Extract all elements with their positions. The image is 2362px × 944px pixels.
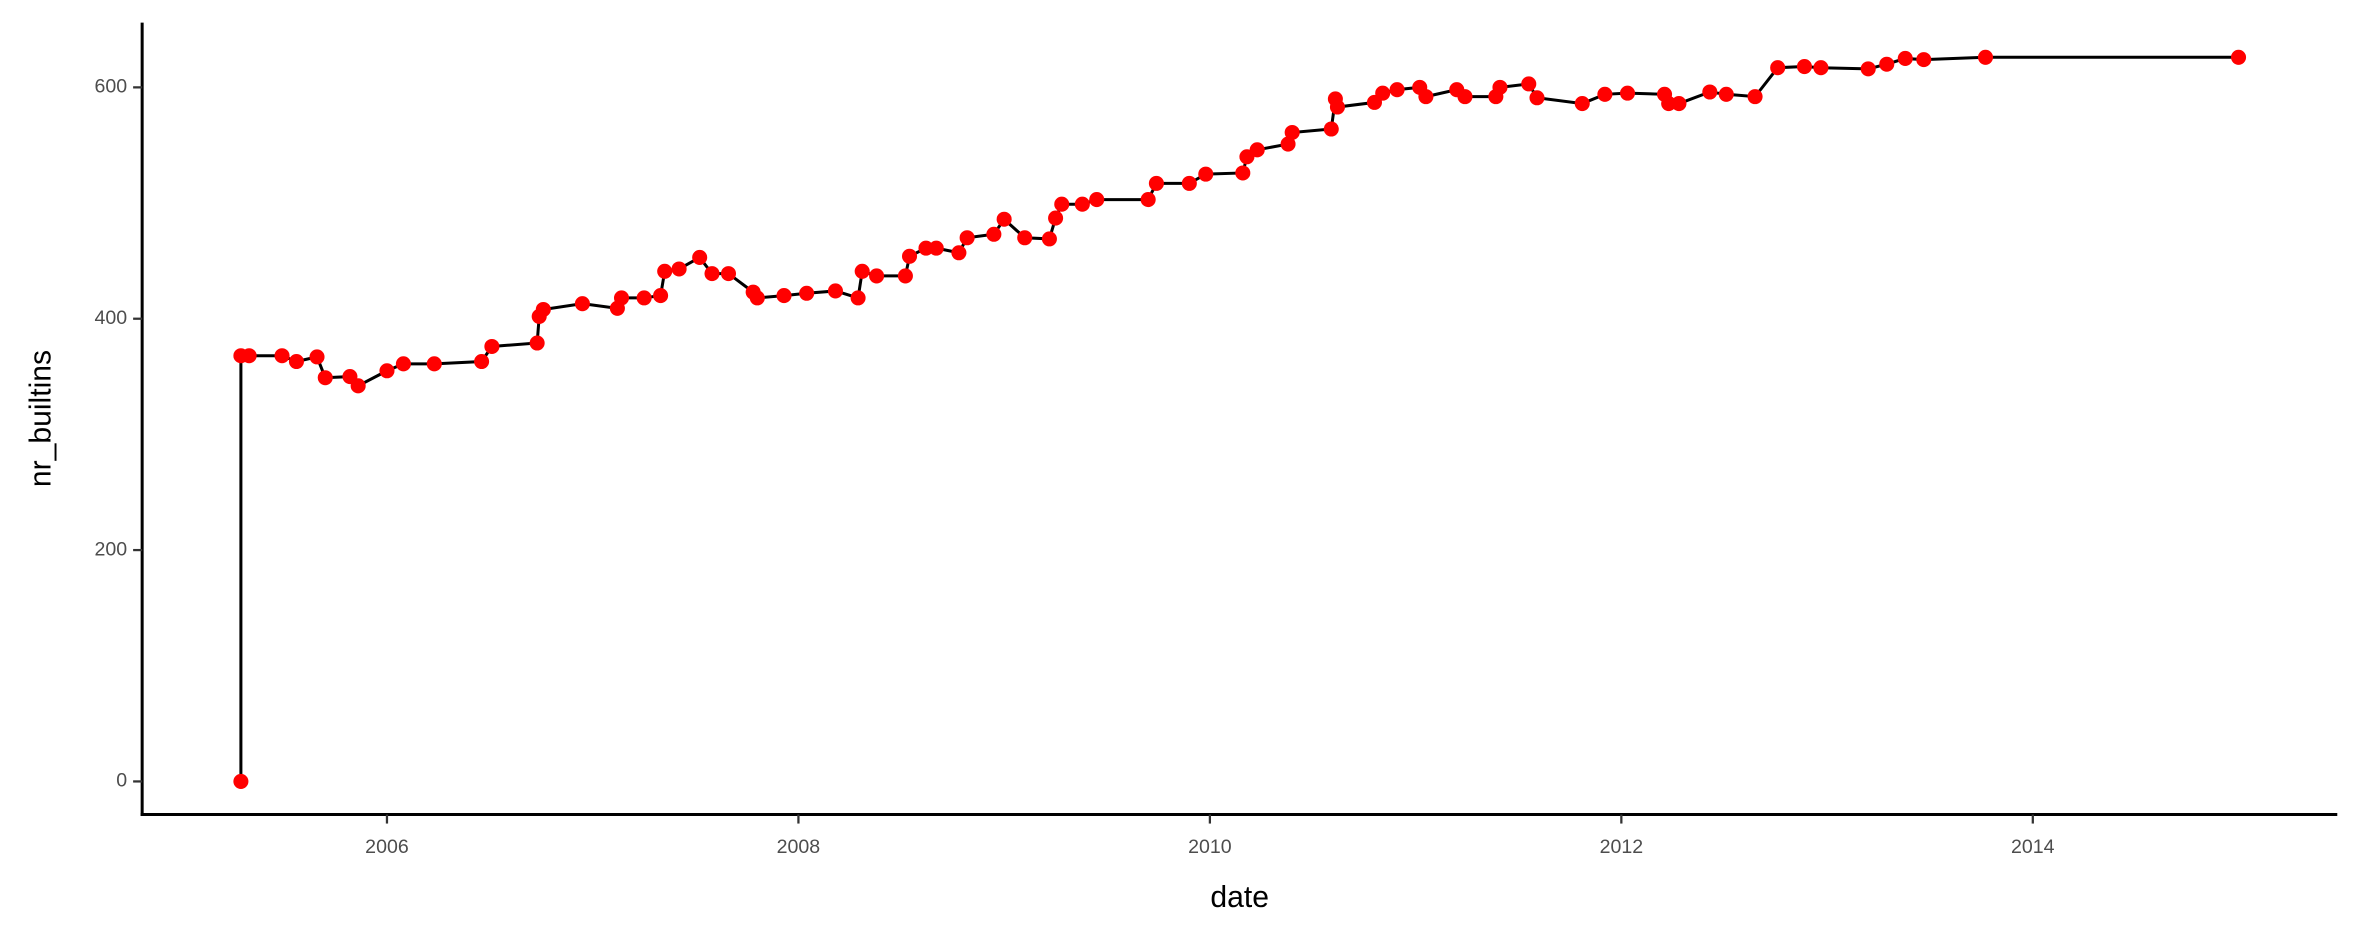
point bbox=[1041, 231, 1057, 247]
point bbox=[574, 296, 590, 312]
point bbox=[1418, 89, 1434, 105]
point bbox=[1897, 50, 1913, 66]
point bbox=[692, 249, 708, 265]
point bbox=[309, 349, 325, 365]
point bbox=[749, 290, 765, 306]
point bbox=[1148, 175, 1164, 191]
point bbox=[1457, 89, 1473, 105]
point bbox=[484, 338, 500, 355]
x-tick-label: 2010 bbox=[1188, 836, 1232, 858]
point bbox=[1054, 196, 1070, 212]
point bbox=[1140, 192, 1156, 208]
point bbox=[1597, 86, 1613, 102]
point bbox=[1074, 196, 1090, 212]
point bbox=[986, 226, 1002, 242]
point bbox=[918, 240, 934, 256]
point bbox=[1048, 210, 1064, 226]
x-tick-label: 2014 bbox=[2011, 836, 2055, 858]
point bbox=[1916, 52, 1932, 68]
point bbox=[241, 348, 257, 364]
point bbox=[1249, 142, 1265, 158]
point bbox=[951, 245, 967, 261]
point bbox=[653, 288, 669, 304]
point bbox=[854, 263, 870, 279]
point bbox=[1521, 76, 1537, 92]
point bbox=[869, 268, 885, 284]
point bbox=[426, 356, 442, 372]
point bbox=[720, 266, 737, 282]
point bbox=[1747, 89, 1763, 105]
point bbox=[850, 290, 866, 306]
point bbox=[1671, 96, 1687, 112]
point bbox=[1089, 192, 1105, 208]
x-axis-title: date bbox=[1210, 881, 1269, 914]
point bbox=[1813, 60, 1829, 76]
point bbox=[233, 773, 249, 789]
point bbox=[1235, 165, 1251, 181]
point bbox=[1619, 85, 1636, 101]
point bbox=[827, 283, 843, 299]
point bbox=[379, 363, 395, 379]
point bbox=[613, 290, 630, 306]
point bbox=[1529, 90, 1545, 106]
y-tick-label: 0 bbox=[116, 770, 127, 792]
x-tick-label: 2006 bbox=[365, 836, 409, 858]
y-tick-label: 200 bbox=[94, 538, 127, 560]
point bbox=[1770, 60, 1786, 76]
point bbox=[317, 370, 333, 386]
point bbox=[1017, 230, 1033, 246]
point bbox=[1389, 82, 1405, 98]
point bbox=[928, 240, 944, 256]
point bbox=[1323, 121, 1339, 137]
point bbox=[350, 378, 366, 394]
point bbox=[1718, 86, 1734, 102]
point bbox=[897, 268, 913, 284]
point bbox=[959, 230, 975, 246]
point bbox=[1860, 61, 1876, 77]
point bbox=[1280, 136, 1296, 152]
point bbox=[1375, 85, 1391, 101]
point bbox=[1574, 96, 1590, 112]
point bbox=[529, 335, 545, 351]
point bbox=[901, 248, 918, 264]
point bbox=[1492, 79, 1508, 95]
point bbox=[636, 290, 652, 306]
point bbox=[474, 353, 490, 370]
point bbox=[1181, 175, 1197, 191]
point bbox=[1702, 84, 1718, 100]
point bbox=[274, 348, 290, 364]
point bbox=[1284, 124, 1300, 141]
point bbox=[1879, 56, 1895, 72]
y-axis-title: nr_builtins bbox=[25, 350, 58, 487]
y-tick-label: 600 bbox=[94, 76, 127, 98]
point bbox=[657, 263, 673, 279]
point bbox=[1661, 96, 1677, 112]
point bbox=[996, 211, 1012, 227]
point bbox=[2231, 49, 2247, 65]
point bbox=[671, 261, 687, 277]
point bbox=[288, 353, 304, 370]
point bbox=[1796, 59, 1812, 75]
line bbox=[239, 55, 2239, 782]
point bbox=[799, 285, 815, 301]
y-tick-label: 400 bbox=[94, 307, 127, 329]
point bbox=[1329, 99, 1345, 115]
point bbox=[704, 266, 720, 282]
x-tick-label: 2008 bbox=[777, 836, 821, 858]
point bbox=[395, 356, 411, 372]
point bbox=[1977, 49, 1994, 65]
point bbox=[776, 288, 792, 304]
point bbox=[535, 301, 551, 317]
point bbox=[1198, 166, 1214, 182]
x-tick-label: 2012 bbox=[1600, 836, 1644, 858]
